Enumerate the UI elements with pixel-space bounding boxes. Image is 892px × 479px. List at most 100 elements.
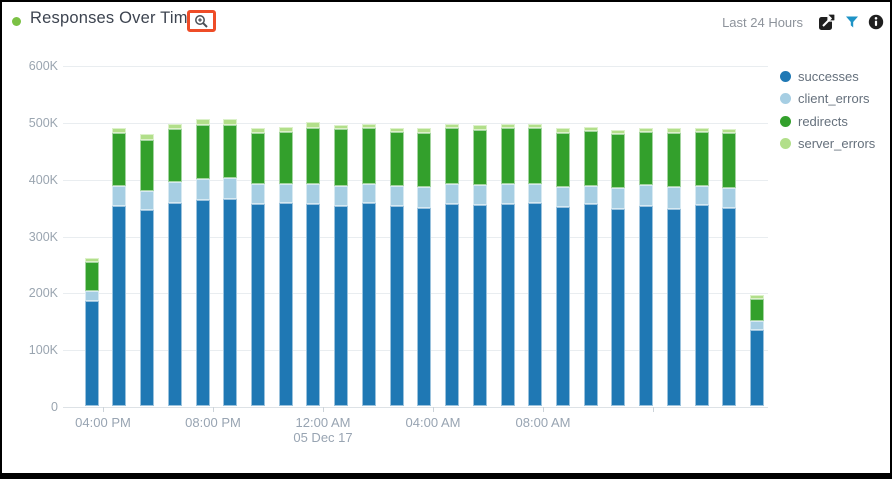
info-icon[interactable] bbox=[868, 14, 884, 30]
bar-segment-server_errors bbox=[306, 122, 321, 128]
panel-status-dot bbox=[12, 17, 21, 26]
bar-segment-successes bbox=[167, 202, 182, 406]
bar-segment-server_errors bbox=[389, 127, 404, 132]
bar-segment-successes bbox=[361, 203, 376, 406]
y-axis-tick-label: 200K bbox=[28, 286, 58, 301]
bar-segment-server_errors bbox=[528, 123, 543, 128]
bar-segment-redirects bbox=[334, 129, 349, 187]
bar-segment-client_errors bbox=[195, 178, 210, 201]
bar-column[interactable] bbox=[334, 125, 349, 406]
bar-column[interactable] bbox=[694, 127, 709, 406]
legend-label: redirects bbox=[798, 113, 848, 129]
x-axis-tick bbox=[543, 407, 544, 412]
bar-column[interactable] bbox=[445, 123, 460, 406]
bar-segment-client_errors bbox=[611, 187, 626, 209]
bar-segment-redirects bbox=[583, 130, 598, 187]
bar-segment-redirects bbox=[278, 132, 293, 184]
bar-column[interactable] bbox=[361, 123, 376, 406]
bar-segment-server_errors bbox=[278, 126, 293, 133]
bar-segment-successes bbox=[472, 205, 487, 406]
open-in-search-icon[interactable] bbox=[818, 13, 836, 31]
bar-column[interactable] bbox=[500, 124, 515, 406]
x-axis-tick-label: 12:00 AM bbox=[295, 415, 351, 430]
bar-segment-client_errors bbox=[722, 187, 737, 208]
bar-column[interactable] bbox=[639, 127, 654, 406]
bar-segment-client_errors bbox=[694, 186, 709, 205]
bar-segment-server_errors bbox=[84, 258, 99, 263]
gridline bbox=[63, 350, 768, 352]
legend-swatch-icon bbox=[780, 115, 791, 127]
x-axis-tick bbox=[103, 407, 104, 412]
bar-segment-successes bbox=[223, 198, 238, 406]
bar-column[interactable] bbox=[583, 126, 598, 406]
filter-funnel-icon[interactable] bbox=[845, 15, 859, 29]
zoom-search-button[interactable] bbox=[187, 10, 216, 32]
y-axis-tick-label: 500K bbox=[28, 115, 58, 130]
bar-segment-server_errors bbox=[445, 123, 460, 129]
bar-segment-client_errors bbox=[472, 184, 487, 206]
y-axis-tick-label: 300K bbox=[28, 229, 58, 244]
y-axis-tick-label: 400K bbox=[28, 172, 58, 187]
bar-column[interactable] bbox=[84, 258, 99, 406]
bar-segment-client_errors bbox=[666, 186, 681, 209]
bar-column[interactable] bbox=[306, 122, 321, 406]
bar-column[interactable] bbox=[611, 129, 626, 406]
bar-segment-redirects bbox=[417, 133, 432, 187]
x-axis-tick bbox=[433, 407, 434, 412]
bar-column[interactable] bbox=[528, 123, 543, 406]
bar-segment-successes bbox=[84, 300, 99, 406]
bar-segment-server_errors bbox=[666, 128, 681, 134]
bar-segment-successes bbox=[583, 204, 598, 406]
bar-segment-successes bbox=[555, 207, 570, 406]
x-axis-tick-label: 04:00 PM bbox=[75, 415, 131, 430]
bar-segment-redirects bbox=[666, 133, 681, 187]
bar-column[interactable] bbox=[555, 128, 570, 406]
bar-column[interactable] bbox=[472, 125, 487, 406]
bar-segment-successes bbox=[278, 203, 293, 406]
bar-segment-client_errors bbox=[500, 184, 515, 204]
bar-column[interactable] bbox=[666, 128, 681, 406]
legend-item-client_errors[interactable]: client_errors bbox=[780, 88, 875, 111]
legend-item-redirects[interactable]: redirects bbox=[780, 110, 875, 133]
bar-segment-redirects bbox=[722, 133, 737, 188]
bar-column[interactable] bbox=[389, 127, 404, 406]
bar-segment-redirects bbox=[361, 127, 376, 185]
bar-segment-successes bbox=[666, 208, 681, 406]
bar-segment-server_errors bbox=[722, 129, 737, 134]
bar-column[interactable] bbox=[749, 294, 764, 406]
bar-segment-redirects bbox=[112, 133, 127, 186]
bar-segment-redirects bbox=[500, 128, 515, 185]
bar-segment-server_errors bbox=[417, 127, 432, 134]
legend-item-server_errors[interactable]: server_errors bbox=[780, 133, 875, 156]
x-axis-tick bbox=[653, 407, 654, 412]
panel-title: Responses Over Time bbox=[30, 9, 198, 27]
bar-segment-client_errors bbox=[445, 184, 460, 204]
bar-segment-server_errors bbox=[361, 123, 376, 128]
bar-segment-redirects bbox=[611, 134, 626, 188]
gridline bbox=[63, 122, 768, 124]
bar-column[interactable] bbox=[195, 119, 210, 406]
bar-column[interactable] bbox=[278, 126, 293, 406]
bar-segment-redirects bbox=[223, 124, 238, 179]
bar-segment-client_errors bbox=[112, 185, 127, 206]
bar-column[interactable] bbox=[223, 119, 238, 406]
bar-column[interactable] bbox=[251, 127, 266, 406]
bar-segment-server_errors bbox=[140, 134, 155, 141]
y-axis-tick-label: 100K bbox=[28, 343, 58, 358]
bar-segment-server_errors bbox=[749, 294, 764, 299]
bar-column[interactable] bbox=[417, 127, 432, 406]
legend-swatch-icon bbox=[780, 93, 791, 105]
chart-legend: successes client_errors redirects server_er… bbox=[780, 65, 875, 155]
bar-segment-redirects bbox=[195, 124, 210, 179]
bar-column[interactable] bbox=[722, 129, 737, 406]
bar-column[interactable] bbox=[140, 134, 155, 406]
bar-segment-successes bbox=[528, 203, 543, 406]
gridline bbox=[63, 66, 768, 67]
bar-column[interactable] bbox=[167, 123, 182, 406]
bar-column[interactable] bbox=[112, 127, 127, 406]
gridline bbox=[63, 179, 768, 181]
legend-item-successes[interactable]: successes bbox=[780, 65, 875, 88]
x-axis-tick-label: 08:00 PM bbox=[185, 415, 241, 430]
bar-segment-redirects bbox=[140, 140, 155, 192]
x-axis-tick-label: 04:00 AM bbox=[405, 415, 461, 430]
